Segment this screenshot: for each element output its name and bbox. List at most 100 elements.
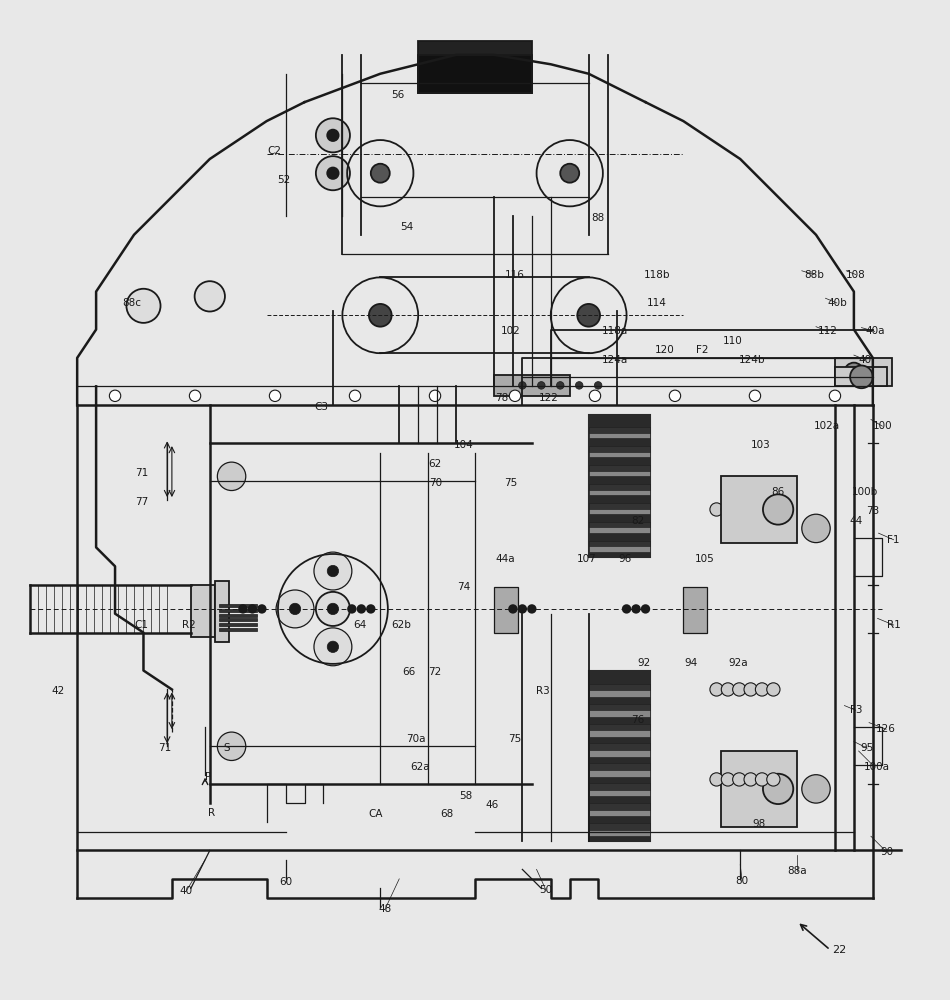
Text: 112: 112 xyxy=(817,326,837,336)
Text: 44a: 44a xyxy=(496,554,515,564)
Circle shape xyxy=(755,773,769,786)
Bar xyxy=(191,585,215,637)
Text: 118b: 118b xyxy=(643,270,670,280)
Bar xyxy=(589,415,650,557)
Bar xyxy=(219,623,257,626)
Text: 88c: 88c xyxy=(123,298,142,308)
Circle shape xyxy=(850,365,873,388)
Text: 80: 80 xyxy=(735,876,749,886)
Bar xyxy=(589,446,650,457)
Text: 90: 90 xyxy=(881,847,894,857)
Bar xyxy=(589,783,650,790)
Circle shape xyxy=(710,503,723,516)
Text: 114: 114 xyxy=(647,298,667,308)
Circle shape xyxy=(429,390,441,401)
Bar xyxy=(589,724,650,737)
Circle shape xyxy=(623,605,631,613)
Circle shape xyxy=(767,773,780,786)
Bar xyxy=(589,803,650,810)
Text: 54: 54 xyxy=(400,222,413,232)
Circle shape xyxy=(595,382,602,389)
Circle shape xyxy=(744,773,757,786)
Text: 98: 98 xyxy=(752,819,766,829)
Circle shape xyxy=(802,775,830,803)
Bar xyxy=(219,604,257,607)
Bar xyxy=(589,484,650,495)
Text: 96: 96 xyxy=(618,554,632,564)
Text: 82: 82 xyxy=(632,516,644,526)
Text: 40: 40 xyxy=(859,355,872,365)
Text: F3: F3 xyxy=(849,705,862,715)
Circle shape xyxy=(710,683,723,696)
Text: 50: 50 xyxy=(540,885,553,895)
Text: R: R xyxy=(208,808,216,818)
Text: 64: 64 xyxy=(352,620,366,630)
Text: C3: C3 xyxy=(314,402,329,412)
Text: 40: 40 xyxy=(180,886,193,896)
Text: 60: 60 xyxy=(279,877,292,887)
Bar xyxy=(589,503,650,509)
Circle shape xyxy=(755,683,769,696)
Text: 92: 92 xyxy=(637,658,650,668)
Circle shape xyxy=(732,773,746,786)
Text: 105: 105 xyxy=(694,554,714,564)
Text: 88a: 88a xyxy=(788,866,807,876)
Bar xyxy=(589,484,650,490)
Text: 62a: 62a xyxy=(410,762,429,772)
Circle shape xyxy=(509,605,517,613)
Text: 102: 102 xyxy=(501,326,521,336)
Text: 40b: 40b xyxy=(826,298,846,308)
Circle shape xyxy=(767,683,780,696)
Text: C1: C1 xyxy=(135,620,148,630)
Circle shape xyxy=(829,390,841,401)
Circle shape xyxy=(519,605,526,613)
Bar xyxy=(219,628,257,631)
Circle shape xyxy=(348,605,355,613)
Circle shape xyxy=(755,503,769,516)
Text: 104: 104 xyxy=(454,440,473,450)
Text: 88b: 88b xyxy=(804,270,824,280)
Circle shape xyxy=(290,603,301,615)
Text: S: S xyxy=(223,743,230,753)
Bar xyxy=(589,704,650,710)
Text: 107: 107 xyxy=(577,554,597,564)
Text: 78: 78 xyxy=(495,393,508,403)
Circle shape xyxy=(528,605,536,613)
Circle shape xyxy=(189,390,200,401)
Bar xyxy=(683,587,707,633)
Text: 70a: 70a xyxy=(407,734,426,744)
Text: 110: 110 xyxy=(723,336,743,346)
Bar xyxy=(835,358,892,386)
Text: 52: 52 xyxy=(277,175,291,185)
Circle shape xyxy=(195,281,225,312)
Text: 92a: 92a xyxy=(729,658,749,668)
Text: R1: R1 xyxy=(886,620,901,630)
Bar xyxy=(589,684,650,697)
Text: 102a: 102a xyxy=(814,421,841,431)
Circle shape xyxy=(327,565,338,577)
Text: 71: 71 xyxy=(158,743,171,753)
Text: 118a: 118a xyxy=(602,326,628,336)
Circle shape xyxy=(315,156,350,190)
Bar xyxy=(589,823,650,836)
Text: 40a: 40a xyxy=(865,326,884,336)
Circle shape xyxy=(763,774,793,804)
Circle shape xyxy=(710,773,723,786)
Bar xyxy=(589,670,650,841)
Bar xyxy=(721,476,797,543)
Bar xyxy=(589,522,650,533)
Bar xyxy=(589,684,650,690)
Circle shape xyxy=(560,164,580,183)
Bar xyxy=(418,41,532,93)
Circle shape xyxy=(258,605,266,613)
Text: 71: 71 xyxy=(135,468,148,478)
Text: 100a: 100a xyxy=(864,762,889,772)
Circle shape xyxy=(721,773,734,786)
Circle shape xyxy=(249,605,256,613)
Text: 48: 48 xyxy=(378,904,391,914)
Circle shape xyxy=(557,382,564,389)
Circle shape xyxy=(509,390,521,401)
Text: 56: 56 xyxy=(390,90,404,100)
Text: 72: 72 xyxy=(428,667,442,677)
Circle shape xyxy=(218,462,246,491)
